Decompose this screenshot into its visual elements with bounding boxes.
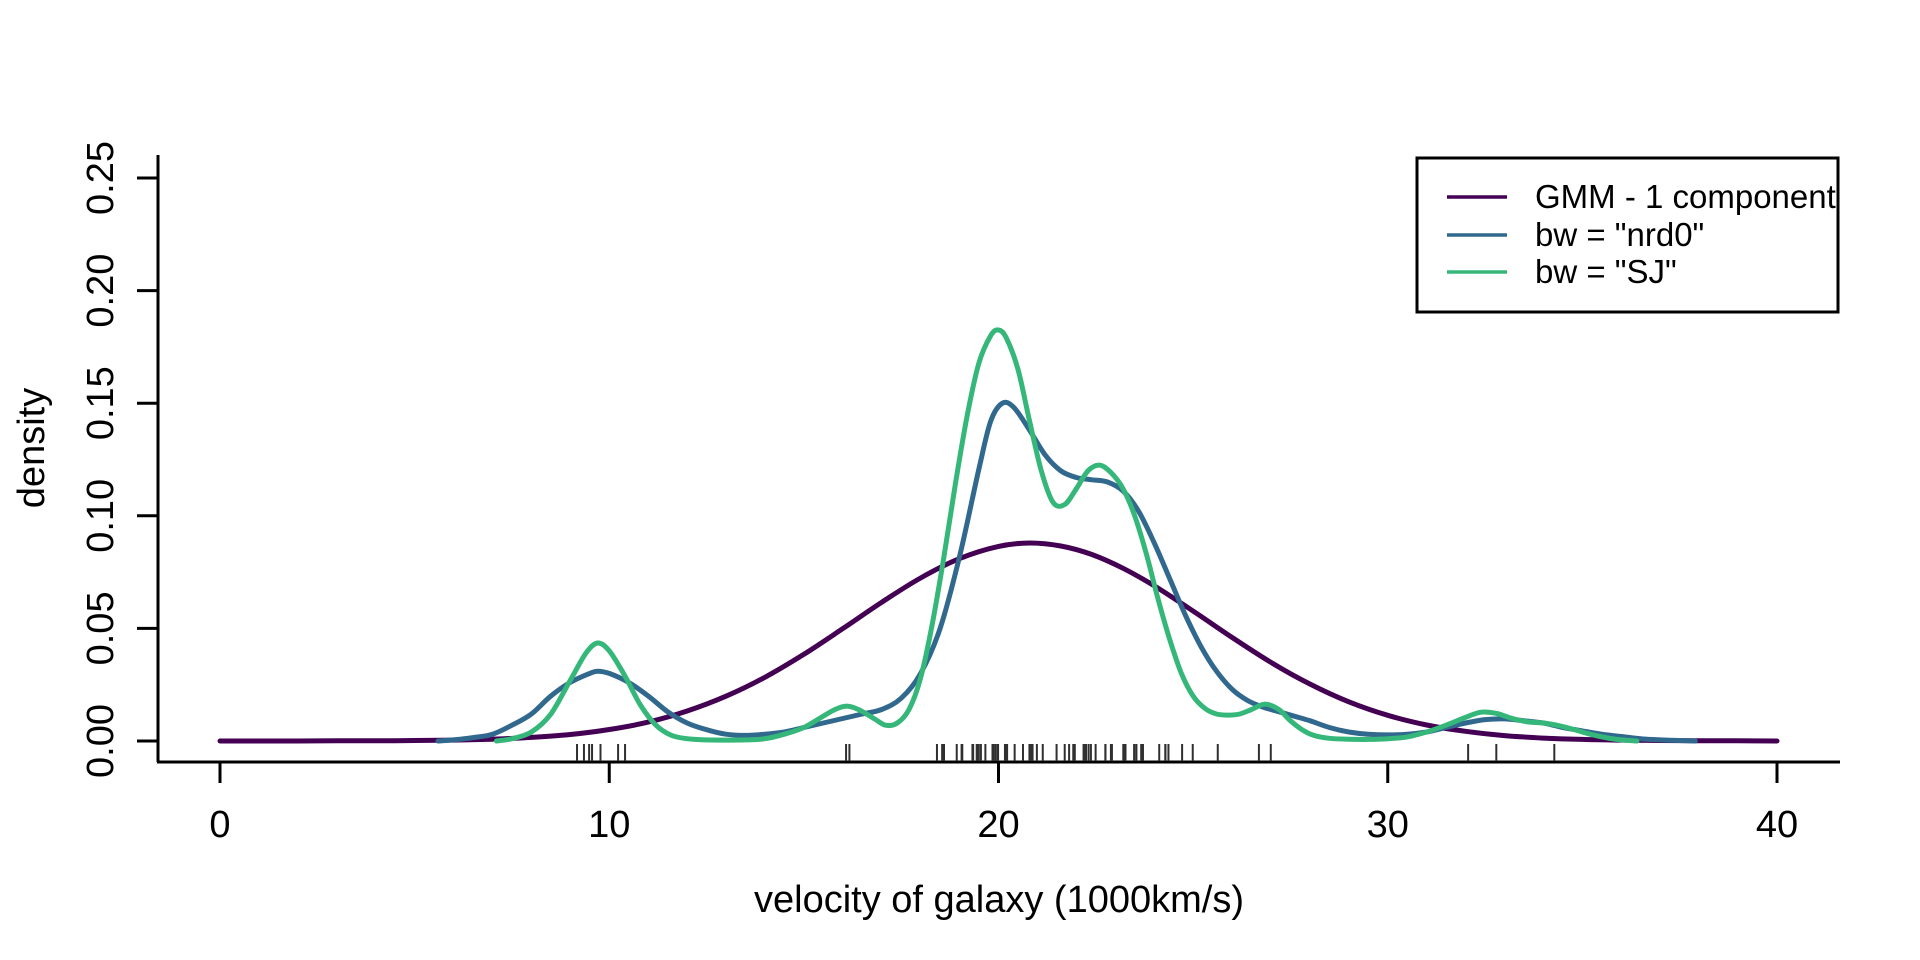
x-axis-title: velocity of galaxy (1000km/s) [754, 879, 1244, 921]
x-tick-label: 20 [977, 804, 1019, 846]
y-tick-label: 0.00 [80, 704, 122, 778]
y-axis-title: density [11, 388, 53, 508]
legend-item: bw = "SJ" [1447, 253, 1677, 290]
x-tick-label: 40 [1756, 804, 1798, 846]
legend-label-gmm: GMM - 1 component [1535, 178, 1836, 215]
x-tick-label: 30 [1367, 804, 1409, 846]
legend-label-nrd0: bw = "nrd0" [1535, 216, 1704, 253]
y-tick-label: 0.25 [80, 141, 122, 215]
density-curves [217, 327, 1780, 744]
legend-item: bw = "nrd0" [1447, 216, 1704, 253]
x-tick-label: 0 [209, 804, 230, 846]
x-tick-label: 10 [588, 804, 630, 846]
curve-gmm-1-component [217, 540, 1780, 744]
curve-bw-nrd0 [435, 399, 1698, 744]
y-tick-label: 0.10 [80, 479, 122, 553]
legend: GMM - 1 component bw = "nrd0" bw = "SJ" [1415, 156, 1840, 314]
axes: 0 10 20 30 40 0.00 0.05 0.10 0.15 0.20 0.25 [80, 141, 1840, 846]
curve-bw-sj [493, 327, 1640, 744]
rug-marks [576, 744, 1556, 761]
legend-item: GMM - 1 component [1447, 178, 1836, 215]
y-tick-label: 0.20 [80, 254, 122, 328]
y-tick-label: 0.05 [80, 591, 122, 665]
legend-label-sj: bw = "SJ" [1535, 253, 1677, 290]
y-tick-label: 0.15 [80, 366, 122, 440]
